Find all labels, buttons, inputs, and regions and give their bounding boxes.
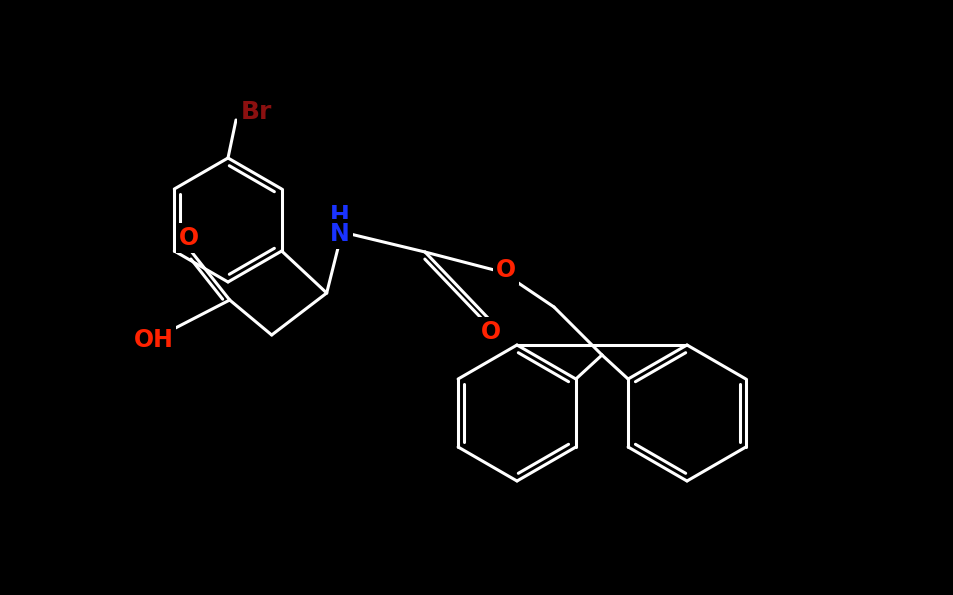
Text: Br: Br (240, 100, 272, 124)
Text: N: N (330, 222, 350, 246)
Text: O: O (496, 258, 516, 282)
Text: H: H (330, 204, 350, 228)
Text: OH: OH (133, 328, 173, 352)
Text: O: O (178, 226, 198, 250)
Text: O: O (480, 320, 500, 344)
